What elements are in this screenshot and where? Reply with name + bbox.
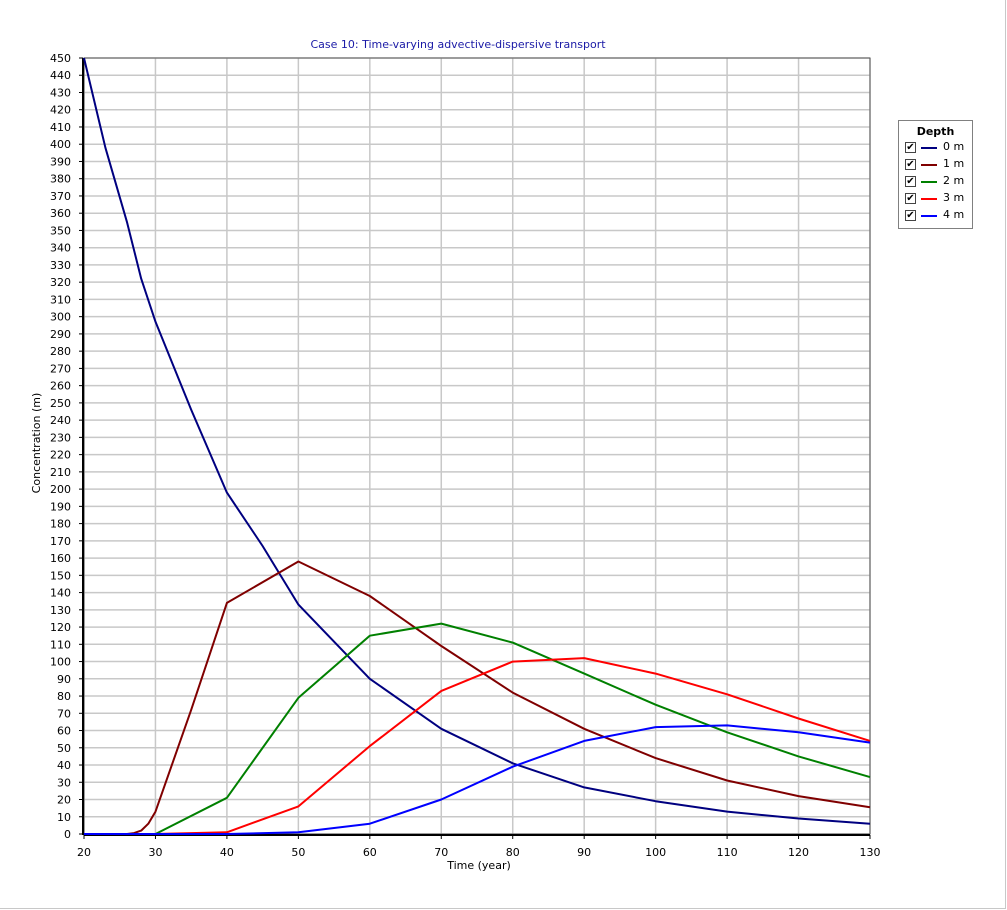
axes (79, 57, 871, 839)
legend-swatch (921, 198, 937, 200)
legend-title: Depth (916, 125, 955, 138)
y-tick-label: 90 (57, 673, 71, 686)
series-line-4 (84, 724, 871, 835)
legend-checkbox[interactable]: ✔ (905, 176, 916, 187)
series-line-0 (83, 57, 871, 825)
x-tick-label: 110 (717, 846, 738, 859)
y-tick-label: 340 (50, 242, 71, 255)
legend-checkbox[interactable]: ✔ (905, 210, 916, 221)
x-tick-label: 90 (577, 846, 591, 859)
legend-label: 2 m (943, 174, 965, 187)
legend-swatch (921, 147, 937, 149)
y-tick-label: 120 (50, 621, 71, 634)
series-lines (83, 57, 871, 835)
y-tick-label: 30 (57, 776, 71, 789)
y-tick-label: 400 (50, 138, 71, 151)
y-tick-label: 300 (50, 311, 71, 324)
y-tick-label: 270 (50, 362, 71, 375)
y-tick-label: 370 (50, 190, 71, 203)
y-tick-label: 250 (50, 397, 71, 410)
y-tick-label: 290 (50, 328, 71, 341)
legend-item[interactable]: ✔ 0 m (899, 139, 972, 156)
y-tick-label: 410 (50, 121, 71, 134)
y-tick-label: 140 (50, 587, 71, 600)
y-tick-label: 280 (50, 345, 71, 358)
y-tick-label: 190 (50, 500, 71, 513)
legend-swatch (921, 164, 937, 166)
y-tick-label: 110 (50, 638, 71, 651)
y-tick-label: 170 (50, 535, 71, 548)
legend-label: 0 m (943, 140, 965, 153)
y-tick-label: 260 (50, 380, 71, 393)
y-tick-label: 10 (57, 811, 71, 824)
y-tick-label: 360 (50, 207, 71, 220)
y-tick-label: 320 (50, 276, 71, 289)
y-tick-label: 20 (57, 794, 71, 807)
y-tick-label: 100 (50, 656, 71, 669)
y-tick-label: 420 (50, 104, 71, 117)
legend-checkbox[interactable]: ✔ (905, 193, 916, 204)
legend-item[interactable]: ✔ 3 m (899, 190, 972, 207)
legend-checkbox[interactable]: ✔ (905, 142, 916, 153)
y-tick-label: 80 (57, 690, 71, 703)
legend-label: 1 m (943, 157, 965, 170)
y-tick-labels: 0 10 20 30 40 50 60 70 80 90 100 110 120 130 140 150 160… (50, 52, 71, 841)
x-tick-label: 80 (506, 846, 520, 859)
y-tick-label: 330 (50, 259, 71, 272)
y-tick-label: 40 (57, 759, 71, 772)
plot-area-border (83, 57, 871, 835)
x-tick-label: 60 (363, 846, 377, 859)
y-tick-label: 60 (57, 725, 71, 738)
y-tick-label: 210 (50, 466, 71, 479)
y-tick-label: 180 (50, 518, 71, 531)
y-tick-label: 200 (50, 483, 71, 496)
y-tick-label: 0 (64, 828, 71, 841)
y-axis-label: Concentration (m) (30, 393, 43, 494)
x-tick-labels: 20 30 40 50 60 70 80 90 100 110 120 130 (77, 846, 881, 859)
legend-item[interactable]: ✔ 2 m (899, 173, 972, 190)
y-tick-label: 70 (57, 707, 71, 720)
x-tick-label: 30 (148, 846, 162, 859)
series-line-2 (84, 622, 871, 835)
y-tick-label: 160 (50, 552, 71, 565)
y-tick-label: 240 (50, 414, 71, 427)
y-tick-label: 380 (50, 173, 71, 186)
y-tick-label: 430 (50, 86, 71, 99)
x-tick-label: 120 (788, 846, 809, 859)
legend-checkbox[interactable]: ✔ (905, 159, 916, 170)
y-tick-label: 390 (50, 155, 71, 168)
legend: Depth ✔ 0 m ✔ 1 m ✔ 2 m ✔ 3 m ✔ 4 m (898, 120, 973, 229)
y-tick-label: 220 (50, 449, 71, 462)
x-tick-label: 130 (860, 846, 881, 859)
y-tick-label: 310 (50, 293, 71, 306)
x-tick-label: 50 (291, 846, 305, 859)
y-tick-label: 450 (50, 52, 71, 65)
chart-title: Case 10: Time-varying advective-dispersi… (310, 38, 606, 51)
y-tick-label: 150 (50, 569, 71, 582)
x-tick-label: 40 (220, 846, 234, 859)
x-tick-label: 20 (77, 846, 91, 859)
y-tick-label: 130 (50, 604, 71, 617)
legend-label: 3 m (943, 191, 965, 204)
x-tick-label: 100 (645, 846, 666, 859)
legend-rows: ✔ 0 m ✔ 1 m ✔ 2 m ✔ 3 m ✔ 4 m (899, 139, 972, 224)
legend-swatch (921, 181, 937, 183)
series-line-3 (84, 657, 871, 835)
legend-item[interactable]: ✔ 1 m (899, 156, 972, 173)
y-tick-label: 440 (50, 69, 71, 82)
grid-lines (83, 57, 871, 835)
y-tick-label: 350 (50, 224, 71, 237)
x-tick-label: 70 (434, 846, 448, 859)
legend-item[interactable]: ✔ 4 m (899, 207, 972, 224)
y-tick-label: 50 (57, 742, 71, 755)
series-line-1 (84, 560, 871, 835)
y-tick-label: 230 (50, 431, 71, 444)
legend-swatch (921, 215, 937, 217)
x-axis-label: Time (year) (446, 859, 511, 872)
legend-label: 4 m (943, 208, 965, 221)
